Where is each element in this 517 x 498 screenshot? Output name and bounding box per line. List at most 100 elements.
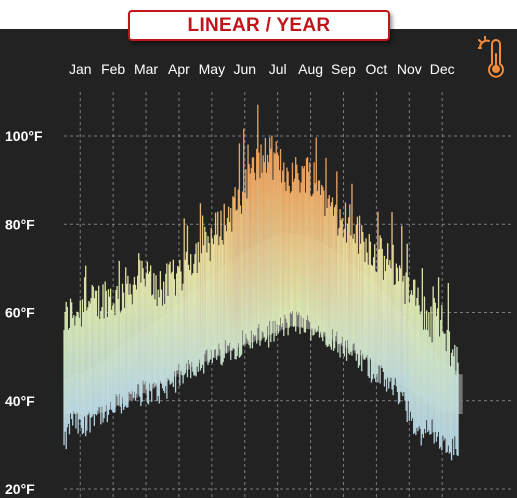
daily-bar — [372, 257, 375, 374]
daily-bar — [158, 297, 160, 404]
daily-bar — [89, 303, 91, 433]
daily-bar — [222, 244, 224, 363]
daily-bar — [164, 303, 166, 394]
daily-bar — [450, 352, 453, 461]
daily-bar — [346, 223, 349, 340]
daily-bar — [364, 261, 366, 360]
daily-bar — [310, 196, 312, 341]
daily-bar — [209, 261, 211, 360]
daily-bar — [393, 285, 395, 386]
daily-bar — [427, 330, 429, 433]
daily-bar — [111, 309, 113, 410]
daily-bar — [292, 181, 295, 327]
daily-bar — [178, 267, 180, 365]
daily-bar — [172, 259, 175, 387]
daily-bar — [285, 190, 287, 319]
x-tick-label: Aug — [298, 61, 323, 77]
daily-bar — [194, 254, 196, 376]
daily-bar — [146, 261, 149, 403]
daily-bar — [192, 273, 194, 372]
daily-bar — [66, 306, 68, 428]
daily-bar — [375, 271, 377, 382]
daily-bar — [365, 238, 367, 358]
daily-bar — [159, 271, 162, 382]
daily-bar — [216, 234, 218, 360]
daily-bar — [438, 336, 441, 449]
daily-bar — [334, 207, 336, 349]
daily-bar — [298, 180, 300, 313]
daily-bar — [76, 311, 78, 413]
daily-bar — [214, 212, 217, 350]
daily-bar — [155, 275, 157, 384]
daily-bar — [191, 275, 193, 363]
daily-bar — [442, 331, 444, 436]
daily-bar — [428, 312, 430, 431]
daily-bar — [144, 286, 146, 382]
y-tick-label: 60°F — [5, 305, 35, 321]
daily-bar — [77, 312, 79, 434]
daily-bar — [426, 310, 428, 421]
daily-bar — [343, 228, 346, 357]
daily-bar — [251, 157, 254, 349]
daily-temperature-bars — [63, 104, 459, 461]
daily-bar — [411, 295, 414, 419]
daily-bar — [447, 283, 449, 446]
daily-bar — [221, 240, 223, 366]
daily-bar — [327, 198, 329, 347]
daily-bar — [416, 298, 418, 428]
daily-bar — [302, 168, 304, 319]
daily-bar — [238, 143, 241, 358]
daily-bar — [65, 301, 67, 450]
daily-bar — [143, 278, 145, 385]
daily-bar — [409, 294, 412, 412]
daily-bar — [357, 253, 360, 368]
daily-bar — [193, 263, 195, 376]
daily-bar — [243, 128, 245, 345]
daily-bar — [157, 289, 159, 397]
daily-bar — [289, 193, 291, 313]
daily-bar — [133, 276, 136, 392]
daily-bar — [441, 305, 443, 451]
daily-bar — [449, 366, 452, 453]
daily-bar — [349, 204, 351, 355]
daily-bar — [370, 264, 373, 383]
daily-bar — [266, 154, 269, 327]
daily-bar — [418, 305, 420, 427]
daily-bar — [82, 312, 85, 434]
daily-bar — [138, 253, 140, 385]
daily-bar — [239, 205, 242, 357]
daily-bar — [451, 349, 454, 439]
daily-bar — [109, 288, 112, 403]
daily-bar — [299, 192, 301, 335]
daily-bar — [114, 315, 116, 413]
daily-bar — [232, 196, 234, 348]
daily-bar — [180, 271, 182, 371]
daily-bar — [338, 228, 340, 345]
daily-bar — [213, 235, 216, 351]
daily-bar — [64, 312, 66, 432]
daily-bar — [453, 356, 455, 456]
view-mode-badge[interactable]: LINEAR / YEAR — [128, 10, 390, 41]
daily-bar — [241, 191, 244, 331]
daily-bar — [389, 259, 391, 382]
daily-bar — [182, 283, 184, 384]
daily-bar — [235, 210, 237, 360]
daily-bar — [63, 329, 65, 446]
daily-bar — [149, 265, 152, 392]
daily-bar — [456, 346, 458, 456]
daily-bar — [267, 162, 270, 348]
daily-bar — [259, 178, 261, 346]
daily-bar — [154, 299, 156, 387]
thermometer-sun-icon[interactable] — [478, 36, 508, 80]
daily-bar — [91, 284, 93, 417]
daily-bar — [223, 203, 225, 359]
daily-bar — [225, 231, 228, 354]
daily-bar — [361, 225, 363, 372]
daily-bar — [381, 248, 383, 368]
daily-bar — [434, 302, 436, 432]
daily-bar — [208, 243, 210, 363]
daily-bar — [446, 329, 448, 453]
daily-bar — [162, 281, 165, 391]
daily-bar — [356, 216, 359, 355]
daily-bar — [436, 308, 439, 437]
